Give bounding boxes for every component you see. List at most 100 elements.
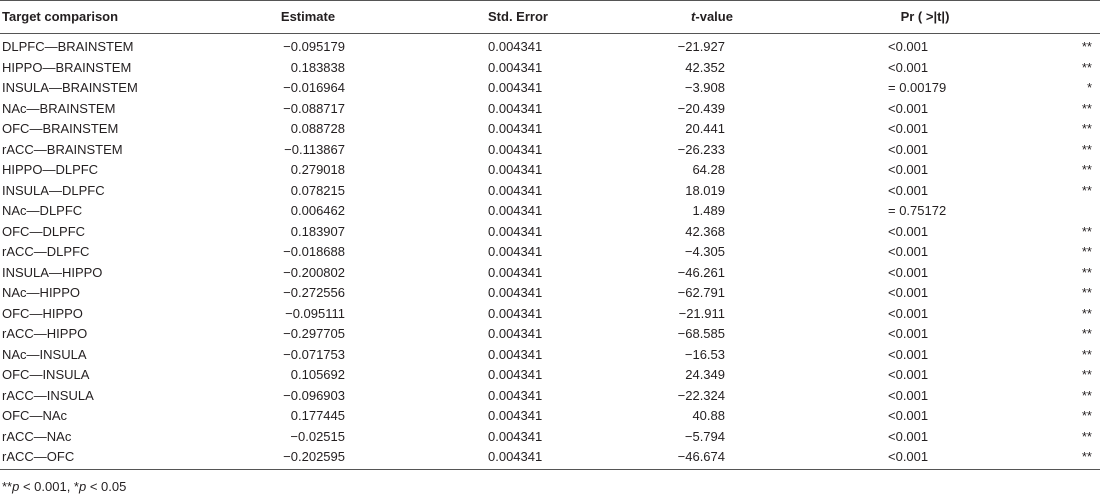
cell: −21.911: [678, 305, 725, 321]
cell: −0.071753: [283, 346, 345, 362]
cell: 0.004341: [488, 387, 543, 403]
row-label: HIPPO—BRAINSTEM: [2, 59, 132, 75]
cell: <0.001: [888, 346, 929, 362]
row-label: INSULA—BRAINSTEM: [2, 80, 138, 95]
row-label: INSULA—HIPPO: [2, 264, 103, 280]
cell: **: [1081, 244, 1092, 259]
column-header: t-value: [691, 9, 733, 25]
cell: 0.004341: [488, 59, 543, 75]
cell: −0.297705: [283, 326, 345, 341]
cell: 0.004341: [488, 305, 543, 321]
cell: 0.004341: [488, 162, 543, 177]
cell: −5.794: [684, 428, 725, 444]
row-label: rACC—OFC: [2, 449, 75, 464]
cell: <0.001: [888, 59, 929, 75]
row-label: NAc—DLPFC: [2, 203, 83, 218]
cell: 0.183838: [290, 59, 345, 75]
cell: −22.324: [677, 387, 725, 403]
cell: <0.001: [888, 162, 929, 177]
cell: 0.004341: [488, 346, 543, 362]
cell: 24.349: [685, 367, 725, 382]
column-header: Std. Error: [488, 9, 548, 24]
cell: **: [1081, 408, 1092, 423]
cell: 0.004341: [488, 285, 543, 300]
cell: 0.004341: [488, 39, 543, 54]
row-label: rACC—HIPPO: [2, 326, 88, 341]
cell: <0.001: [888, 39, 929, 54]
text-part: p: [12, 479, 20, 494]
text-part: p: [79, 479, 87, 494]
cell: = 0.75172: [888, 203, 947, 218]
cell: **: [1081, 346, 1092, 362]
cell: 0.279018: [290, 162, 345, 177]
row-label: OFC—BRAINSTEM: [2, 121, 119, 136]
cell: <0.001: [888, 264, 929, 280]
cell: <0.001: [888, 141, 929, 157]
cell: −0.202595: [283, 449, 345, 464]
cell: 0.004341: [488, 141, 543, 157]
cell: 18.019: [685, 182, 725, 198]
text-part: t: [691, 9, 696, 24]
cell: <0.001: [888, 223, 929, 239]
text-part: < 0.001, *: [19, 479, 79, 494]
cell: <0.001: [888, 100, 929, 116]
cell: <0.001: [888, 182, 929, 198]
cell: −62.791: [677, 285, 725, 300]
cell: 0.004341: [488, 326, 543, 341]
cell: −0.088717: [283, 100, 345, 116]
cell: 0.088728: [290, 121, 345, 136]
cell: 64.28: [692, 162, 725, 177]
cell: 0.004341: [488, 408, 543, 423]
cell: **: [1081, 59, 1092, 75]
row-label: OFC—NAc: [2, 408, 67, 423]
cell: −16.53: [684, 346, 725, 362]
cell: **: [1081, 285, 1092, 300]
cell: 0.004341: [488, 100, 543, 116]
footnote: **p < 0.001, *p < 0.05: [2, 479, 126, 495]
cell: −20.439: [677, 100, 725, 116]
cell: <0.001: [888, 305, 929, 321]
cell: 0.004341: [488, 121, 543, 136]
cell: −0.200802: [283, 264, 345, 280]
row-label: NAc—HIPPO: [2, 285, 81, 300]
cell: *: [1086, 80, 1092, 95]
cell: <0.001: [888, 326, 929, 341]
row-label: DLPFC—BRAINSTEM: [2, 39, 134, 54]
cell: **: [1081, 162, 1092, 177]
cell: **: [1081, 305, 1092, 321]
row-label: NAc—INSULA: [2, 346, 87, 362]
cell: = 0.00179: [888, 80, 947, 95]
cell: **: [1081, 367, 1092, 382]
cell: <0.001: [888, 285, 929, 300]
top-rule: [0, 0, 1100, 1]
header-rule: [0, 33, 1100, 34]
cell: 0.004341: [488, 367, 543, 382]
cell: <0.001: [888, 244, 929, 259]
row-label: INSULA—DLPFC: [2, 182, 105, 198]
row-label: rACC—NAc: [2, 428, 72, 444]
text-part: -value: [695, 9, 733, 24]
cell: 42.352: [685, 59, 725, 75]
cell: 42.368: [685, 223, 725, 239]
row-label: rACC—BRAINSTEM: [2, 141, 123, 157]
cell: **: [1081, 387, 1092, 403]
cell: −0.095179: [283, 39, 345, 54]
cell: <0.001: [888, 367, 929, 382]
cell: **: [1081, 449, 1092, 464]
cell: −0.016964: [283, 80, 345, 95]
cell: **: [1081, 428, 1092, 444]
cell: 0.004341: [488, 428, 543, 444]
cell: 0.004341: [488, 80, 543, 95]
cell: <0.001: [888, 387, 929, 403]
cell: 0.105692: [290, 367, 345, 382]
row-label: OFC—INSULA: [2, 367, 90, 382]
cell: −4.305: [684, 244, 725, 259]
column-header: Estimate: [280, 9, 336, 24]
cell: −68.585: [677, 326, 725, 341]
column-header: Pr ( >|t|): [900, 9, 950, 24]
cell: −46.261: [677, 264, 725, 280]
cell: 0.004341: [488, 203, 543, 218]
cell: **: [1081, 182, 1092, 198]
